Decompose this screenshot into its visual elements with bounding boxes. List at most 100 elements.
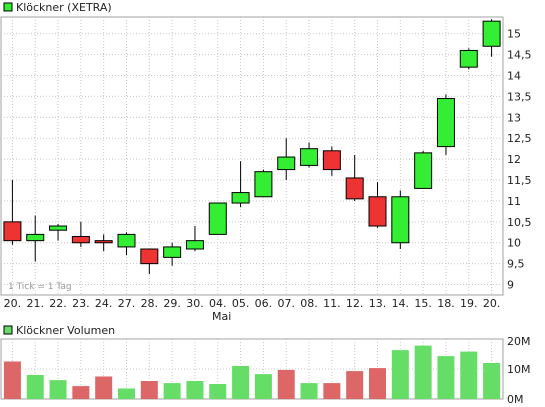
- volume-grid: [1, 339, 503, 399]
- volume-bar-down: [95, 376, 113, 399]
- x-tick-label: 13.: [369, 297, 387, 310]
- candle: [26, 215, 45, 262]
- price-y-tick-label: 10: [507, 237, 521, 250]
- volume-bars: [3, 345, 501, 399]
- volume-bar-up: [118, 388, 135, 399]
- volume-bar-down: [72, 386, 90, 399]
- candle: [368, 182, 387, 229]
- x-tick-label: 08.: [300, 297, 318, 310]
- candle-body-up: [254, 171, 273, 198]
- volume-bar-up: [391, 350, 409, 399]
- candle: [300, 142, 319, 168]
- candle-body-down: [71, 235, 90, 244]
- candle-body-up: [414, 152, 433, 189]
- price-y-axis: 9 9,5 10 10,5 11 11,5 12 12,5 13 13,5 14 14,5 15: [507, 28, 532, 292]
- volume-bar-up: [414, 345, 432, 399]
- x-axis: 20. 21. 22. 23. 24. 27. 28. 29. 30. 04. 05. 06. 07. 0…: [4, 297, 501, 310]
- x-tick-label: 20.: [483, 297, 501, 310]
- candle-body-up: [185, 240, 204, 250]
- x-tick-label: 07.: [277, 297, 295, 310]
- candle: [482, 19, 501, 57]
- x-tick-label: 12.: [346, 297, 364, 310]
- volume-bar-up: [300, 383, 318, 399]
- candle-body-down: [322, 150, 341, 171]
- candle: [414, 150, 433, 189]
- x-tick-label: 20.: [4, 297, 22, 310]
- x-tick-label: 29.: [163, 297, 181, 310]
- x-tick-label: 06.: [255, 297, 273, 310]
- candle-body-up: [391, 196, 410, 244]
- x-tick-label: 05.: [232, 297, 250, 310]
- price-y-tick-label: 13: [507, 111, 521, 124]
- volume-bar-up: [254, 374, 272, 399]
- volume-bar-down: [346, 371, 364, 399]
- candle: [254, 169, 273, 198]
- volume-bar-up: [483, 363, 501, 399]
- x-tick-label: 21.: [26, 297, 44, 310]
- candle-body-up: [300, 148, 319, 166]
- candle: [345, 154, 364, 201]
- volume-bar-up: [49, 380, 67, 399]
- x-tick-label: 18.: [437, 297, 455, 310]
- candle-body-down: [94, 240, 113, 244]
- x-tick-label: 14.: [392, 297, 410, 310]
- candle: [208, 202, 227, 235]
- candle-body-down: [345, 177, 364, 200]
- price-y-tick-label: 14: [507, 70, 521, 83]
- candle-body-up: [459, 49, 478, 68]
- candle-body-down: [140, 248, 159, 265]
- x-tick-label: 30.: [186, 297, 204, 310]
- candle-body-up: [436, 98, 455, 148]
- candle: [71, 221, 90, 247]
- price-y-tick-label: 10,5: [507, 216, 532, 229]
- volume-bar-up: [232, 366, 250, 399]
- candle-body-up: [163, 246, 182, 258]
- candle-body-up: [49, 225, 68, 231]
- volume-bar-up: [437, 356, 455, 399]
- candle: [231, 161, 250, 208]
- x-tick-label: 04.: [209, 297, 227, 310]
- candle: [140, 248, 159, 275]
- candle: [277, 138, 296, 181]
- price-y-tick-label: 9: [507, 279, 514, 292]
- candle: [322, 146, 341, 176]
- x-tick-label: 23.: [72, 297, 90, 310]
- price-y-tick-label: 14,5: [507, 49, 532, 62]
- candle-body-down: [368, 196, 387, 227]
- volume-y-axis: 0M 10M 20M: [507, 335, 531, 406]
- volume-bar-down: [277, 369, 295, 399]
- volume-bar-down: [3, 361, 21, 399]
- candle: [117, 232, 136, 256]
- candle: [94, 234, 113, 252]
- price-legend: Klöckner (XETRA): [3, 1, 112, 14]
- tick-note: 1 Tick = 1 Tag: [8, 282, 72, 292]
- candle-body-up: [482, 20, 501, 47]
- price-y-tick-label: 13,5: [507, 90, 532, 103]
- volume-bar-up: [460, 351, 478, 399]
- x-tick-label: 19.: [460, 297, 478, 310]
- x-tick-label: 28.: [141, 297, 159, 310]
- x-tick-label: 15.: [414, 297, 432, 310]
- volume-bar-up: [186, 381, 204, 399]
- candle: [459, 48, 478, 70]
- volume-bar-up: [163, 383, 181, 399]
- volume-legend-swatch: [3, 325, 13, 335]
- candle: [391, 190, 410, 250]
- volume-legend-label: Klöckner Volumen: [16, 324, 115, 337]
- candle: [436, 94, 455, 155]
- volume-y-tick-label: 10M: [507, 363, 531, 376]
- candle-body-up: [277, 156, 296, 171]
- candle-body-up: [26, 233, 45, 242]
- price-candles: [3, 19, 501, 275]
- month-label: Mai: [212, 310, 231, 323]
- x-tick-label: 27.: [118, 297, 136, 310]
- price-y-tick-label: 9,5: [507, 258, 525, 271]
- candle-body-up: [117, 233, 136, 248]
- volume-bar-down: [140, 381, 158, 399]
- volume-y-tick-label: 20M: [507, 335, 531, 348]
- volume-bar-up: [209, 384, 227, 399]
- volume-y-tick-label: 0M: [507, 393, 524, 406]
- candle-body-up: [208, 202, 227, 235]
- price-y-tick-label: 12,5: [507, 132, 532, 145]
- price-y-tick-label: 11,5: [507, 174, 532, 187]
